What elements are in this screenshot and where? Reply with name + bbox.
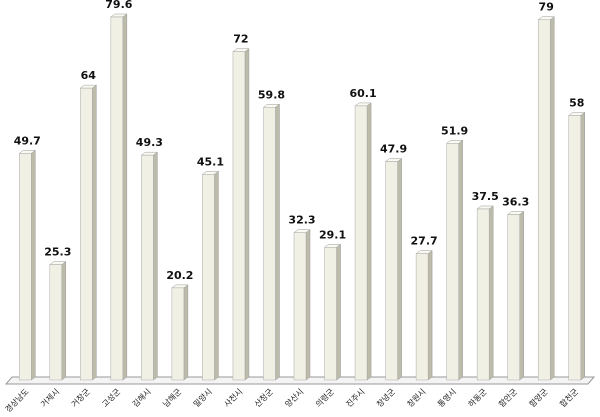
bar: [263, 107, 276, 381]
x-tick-label: 산청군: [252, 386, 275, 409]
bar-side: [92, 84, 97, 381]
value-label: 58: [569, 97, 584, 110]
value-label: 20.2: [166, 269, 193, 282]
value-label: 72: [233, 33, 248, 46]
value-label: 25.3: [44, 246, 71, 259]
value-label: 49.7: [14, 134, 41, 147]
bar-side: [366, 102, 372, 381]
bar: [171, 287, 185, 381]
x-tick-label: 통영시: [435, 386, 458, 409]
bar: [446, 143, 459, 381]
value-label: 64: [81, 69, 97, 82]
x-tick-label: 함안군: [496, 386, 519, 409]
x-tick-label: 합천군: [557, 386, 580, 409]
bar: [293, 232, 307, 381]
bar: [110, 16, 124, 381]
bar-side: [397, 158, 402, 381]
bar-side: [214, 170, 219, 381]
bar-side: [275, 103, 280, 381]
x-tick-label: 경상남도: [3, 386, 31, 414]
value-label: 79: [539, 1, 554, 14]
x-tick-label: 창녕군: [375, 387, 397, 409]
x-tick-label: 고성군: [100, 387, 122, 409]
bar-side: [336, 243, 341, 381]
bar: [324, 247, 337, 381]
x-tick-label: 진주시: [344, 386, 367, 409]
x-tick-label: 창원시: [406, 387, 428, 409]
x-tick-label: 김해시: [130, 386, 153, 409]
bar: [232, 51, 246, 381]
x-tick-label: 사천시: [222, 386, 245, 409]
value-label: 47.9: [380, 143, 407, 156]
bar-side: [153, 151, 158, 381]
bar-side: [305, 229, 311, 381]
x-tick-label: 함양군: [528, 387, 550, 409]
bar: [476, 208, 490, 381]
bar: [385, 161, 398, 381]
value-label: 60.1: [349, 87, 376, 100]
value-label: 32.3: [288, 214, 315, 227]
x-tick-label: 거제시: [39, 387, 61, 409]
x-tick-label: 남해군: [161, 386, 184, 409]
value-label: 59.8: [258, 88, 285, 101]
value-label: 36.3: [502, 195, 529, 208]
bar: [49, 264, 63, 381]
bar: [415, 253, 429, 381]
bar-side: [427, 250, 433, 381]
value-label: 51.9: [441, 124, 468, 137]
x-tick-label: 거창군: [70, 387, 92, 409]
value-label: 45.1: [197, 155, 224, 168]
x-tick-label: 의령군: [313, 386, 336, 409]
bar-side: [519, 210, 524, 381]
bar-side: [549, 16, 555, 381]
bar-side: [61, 261, 67, 381]
bar: [202, 174, 215, 381]
bar-side: [183, 284, 189, 381]
bar-side: [122, 13, 128, 381]
bar-side: [580, 112, 585, 381]
bar: [568, 115, 581, 381]
x-tick-label: 밀양시: [192, 387, 214, 409]
value-label: 79.6: [105, 0, 132, 11]
bar-side: [488, 205, 494, 381]
x-tick-label: 하동군: [466, 386, 489, 409]
value-label: 49.3: [136, 136, 163, 149]
bar-side: [244, 48, 250, 381]
bar-side: [31, 149, 36, 381]
bar: [354, 105, 368, 381]
value-label: 27.7: [411, 235, 438, 248]
bar-side: [458, 139, 463, 381]
bar: [80, 87, 93, 381]
value-label: 37.5: [472, 190, 499, 203]
bar: [141, 154, 154, 381]
bar: [507, 214, 520, 381]
x-tick-label: 양산시: [283, 386, 306, 409]
value-label: 29.1: [319, 228, 346, 241]
bar: [537, 19, 551, 381]
bar: [19, 153, 32, 381]
